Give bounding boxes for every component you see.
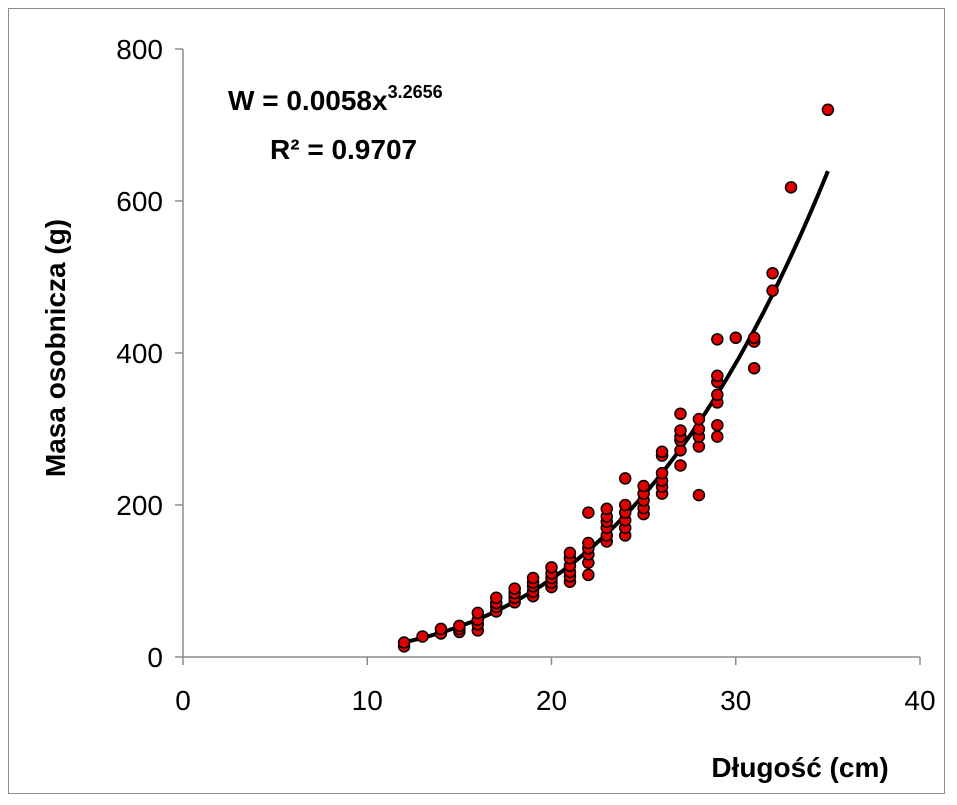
data-point [618, 498, 632, 512]
y-tick-label: 0 [147, 642, 163, 673]
data-point [674, 407, 687, 421]
data-point [582, 506, 595, 519]
y-axis-title: Masa osobnicza (g) [40, 219, 71, 477]
data-point [711, 388, 724, 402]
y-tick-label: 600 [116, 186, 163, 217]
data-point [637, 479, 650, 493]
data-point [545, 561, 558, 574]
data-point [747, 331, 761, 345]
data-point [784, 181, 798, 194]
data-point [766, 266, 779, 280]
data-point [692, 412, 706, 426]
data-point [655, 445, 669, 459]
data-points [397, 103, 835, 653]
data-point [434, 622, 448, 636]
ticks: 0 200 400 600 800 0 10 20 30 40 [116, 34, 935, 716]
x-tick-label: 10 [352, 685, 383, 716]
data-point [453, 619, 466, 633]
chart-frame [8, 8, 945, 794]
data-point [655, 466, 669, 480]
data-point [471, 606, 485, 620]
data-point [729, 331, 742, 345]
x-tick-label: 40 [904, 685, 935, 716]
data-point [711, 369, 724, 383]
data-point [747, 361, 761, 375]
data-point [526, 571, 540, 585]
y-tick-label: 800 [116, 34, 163, 65]
data-point [489, 591, 503, 604]
r-squared-label: R² = 0.9707 [270, 134, 417, 165]
data-point [674, 459, 687, 472]
data-point [674, 424, 687, 437]
data-point [416, 630, 429, 643]
trendline [403, 170, 830, 645]
data-point [582, 536, 595, 550]
x-tick-label: 20 [536, 685, 567, 716]
data-point [821, 103, 835, 117]
x-tick-label: 0 [175, 685, 191, 716]
y-tick-label: 200 [116, 490, 163, 521]
data-point [711, 333, 724, 346]
trendline-equation: W = 0.0058x3.2656 [228, 82, 443, 116]
data-point [711, 418, 724, 432]
data-point [618, 472, 632, 485]
data-point [563, 546, 577, 560]
data-point [397, 636, 411, 649]
data-point [508, 582, 521, 595]
equation-exponent: 3.2656 [388, 82, 443, 102]
data-point [711, 430, 724, 443]
x-tick-label: 30 [720, 685, 751, 716]
equation-base: W = 0.0058x [228, 85, 388, 116]
data-point [600, 502, 614, 516]
x-axis-title: Długość (cm) [711, 752, 888, 783]
y-tick-label: 400 [116, 338, 163, 369]
data-point [692, 488, 706, 502]
data-point [766, 284, 779, 297]
data-point [582, 568, 595, 582]
